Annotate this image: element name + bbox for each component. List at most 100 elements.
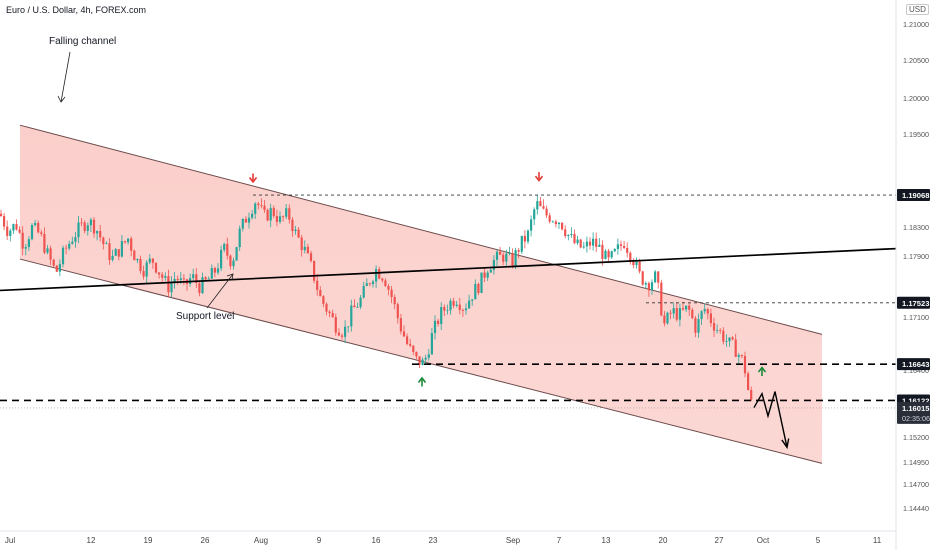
support-trendline[interactable]: [0, 247, 897, 292]
candle-body: [474, 283, 477, 300]
candle-body: [495, 251, 499, 260]
candle-body: [613, 249, 616, 252]
candle-body: [96, 230, 99, 234]
x-tick-label: 19: [144, 536, 153, 545]
candle-body: [644, 283, 647, 285]
candle-body: [508, 253, 511, 254]
candle-body: [523, 235, 526, 242]
candle: [52, 258, 55, 268]
candle: [340, 333, 344, 340]
candle-body: [232, 260, 235, 267]
candle: [650, 279, 654, 295]
candle: [681, 301, 685, 311]
candle-body: [638, 261, 641, 272]
candle-body: [127, 238, 130, 243]
candle: [244, 216, 247, 223]
candle-body: [108, 243, 111, 261]
candle: [564, 225, 567, 239]
candle: [635, 257, 638, 269]
candle: [474, 279, 477, 300]
candle: [313, 260, 316, 284]
y-tick-label: 1.15200: [903, 433, 929, 442]
candle-body: [539, 201, 542, 207]
candle-body: [247, 217, 251, 223]
candle: [269, 203, 272, 228]
candle: [486, 270, 489, 281]
candle-body: [142, 270, 145, 277]
candle: [381, 277, 384, 283]
candle: [216, 263, 220, 275]
candle-body: [619, 244, 623, 246]
candle-body: [399, 318, 402, 332]
candle-body: [148, 258, 151, 263]
candle: [607, 248, 610, 263]
y-tick-label: 1.14700: [903, 480, 929, 489]
x-tick-label: 20: [659, 536, 668, 545]
candle-body: [114, 249, 117, 256]
x-tick-label: 27: [715, 536, 724, 545]
channel-lower-line[interactable]: [19, 258, 823, 464]
price-level-tag[interactable]: [897, 296, 930, 309]
candle: [24, 243, 27, 256]
candle: [375, 265, 378, 289]
candle-body: [604, 250, 607, 259]
candle: [120, 235, 123, 258]
candle: [74, 231, 77, 248]
x-tick-label: 11: [873, 536, 882, 545]
currency-badge[interactable]: USD: [906, 4, 929, 15]
candle-body: [9, 230, 12, 236]
candle-body: [657, 271, 660, 283]
candle: [288, 204, 291, 224]
candle: [455, 300, 458, 308]
price-level-tag[interactable]: [897, 358, 930, 371]
current-price-tag[interactable]: [897, 401, 930, 424]
candle: [266, 208, 269, 222]
candle: [148, 254, 151, 265]
candle: [12, 223, 15, 235]
candle: [182, 273, 185, 286]
candle: [220, 245, 223, 272]
candle: [582, 241, 585, 249]
channel-upper-line[interactable]: [19, 124, 823, 335]
candle-body: [133, 250, 136, 261]
buy-arrow-icon: [757, 366, 767, 377]
projection-path[interactable]: [753, 391, 788, 448]
candle: [430, 327, 433, 355]
candle-body: [452, 300, 455, 306]
candle-body: [145, 262, 148, 277]
price-level-tag[interactable]: [897, 189, 930, 202]
candle-body: [378, 269, 381, 279]
candle-body: [331, 313, 334, 318]
x-tick-label: 7: [557, 536, 562, 545]
candle-body: [678, 308, 681, 320]
candle-body: [139, 258, 142, 271]
candle: [573, 229, 576, 245]
candle-body: [210, 267, 213, 279]
candle-body: [334, 317, 337, 333]
candle-body: [12, 224, 15, 231]
candle-body: [3, 216, 6, 227]
candle-body: [681, 308, 685, 310]
candle-body: [471, 299, 474, 301]
candle: [685, 305, 688, 312]
candle: [353, 299, 356, 308]
candle-body: [703, 309, 706, 312]
candle-body: [130, 238, 133, 251]
candle: [520, 235, 523, 254]
candle: [89, 217, 92, 232]
candle: [585, 236, 588, 253]
candle: [319, 286, 322, 297]
candle-body: [368, 283, 371, 285]
candle-body: [430, 333, 433, 355]
candle-body: [480, 272, 483, 293]
candle: [58, 259, 61, 277]
candle-body: [220, 249, 223, 269]
candle-body: [635, 261, 638, 266]
candle: [235, 246, 238, 261]
candle: [294, 225, 297, 235]
candle-body: [570, 233, 573, 235]
candle-body: [486, 272, 489, 278]
candle-body: [477, 283, 480, 293]
